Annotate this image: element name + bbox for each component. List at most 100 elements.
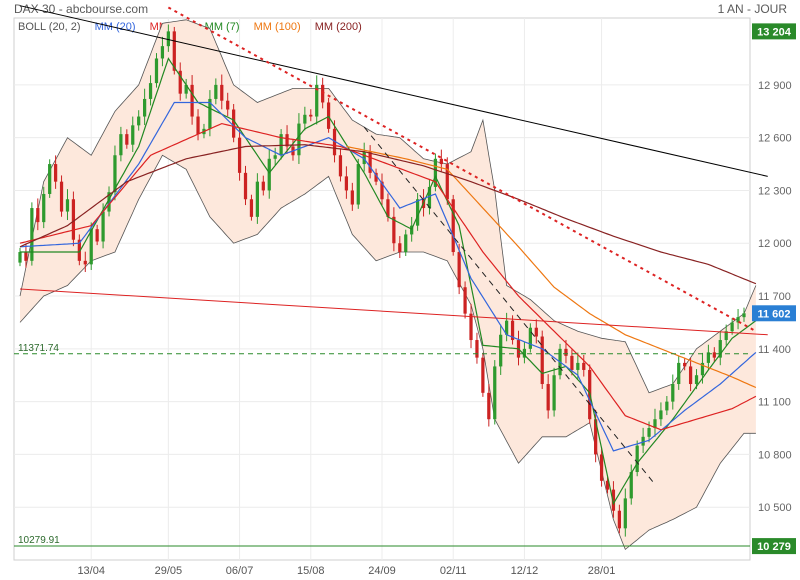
- candle: [30, 202, 34, 266]
- y-tick-label: 12 600: [758, 133, 792, 145]
- candle: [706, 344, 711, 370]
- candle-body: [326, 102, 331, 129]
- x-tick-label: 28/01: [588, 565, 616, 577]
- candle-body: [30, 208, 34, 261]
- candle-body: [742, 313, 746, 318]
- candle: [534, 319, 538, 344]
- candle: [392, 207, 396, 252]
- candle-body: [469, 313, 473, 341]
- candle: [522, 341, 527, 364]
- candle: [736, 309, 740, 330]
- candle-body: [481, 357, 485, 393]
- candle-body: [42, 193, 46, 223]
- y-tick-label: 12 000: [758, 238, 792, 250]
- y-tick-label: 11 400: [758, 344, 791, 356]
- candle-body: [534, 327, 538, 337]
- candle-body: [665, 401, 669, 411]
- reference-line-label: 11371.74: [18, 343, 59, 354]
- candle-body: [77, 239, 81, 261]
- candle: [83, 251, 87, 273]
- candle: [481, 352, 485, 397]
- candle-body: [653, 419, 657, 429]
- candle: [143, 88, 147, 126]
- candle: [463, 281, 467, 319]
- candle-body: [540, 336, 544, 385]
- reference-line-label: 10279.91: [18, 535, 60, 546]
- candle-body: [362, 151, 366, 165]
- candlesticks: [18, 24, 746, 537]
- candle: [499, 324, 503, 375]
- candle: [641, 427, 645, 454]
- candle: [683, 358, 687, 371]
- candle: [148, 75, 153, 106]
- candle-body: [178, 70, 182, 94]
- price-tags: 13 204 11 602 10 279: [752, 23, 796, 555]
- candle: [166, 24, 170, 52]
- y-tick-label: 11 100: [758, 397, 791, 409]
- candle: [528, 323, 532, 353]
- candle-body: [398, 243, 402, 253]
- candle-body: [107, 192, 111, 212]
- candle: [665, 396, 669, 416]
- y-tick-label: 10 800: [758, 449, 792, 461]
- candle: [95, 224, 99, 246]
- candle-body: [119, 134, 123, 156]
- candle-body: [267, 158, 271, 191]
- candle: [451, 194, 455, 256]
- candle: [677, 355, 681, 390]
- candle: [380, 173, 384, 207]
- candle-body: [724, 331, 728, 341]
- candle-body: [688, 366, 693, 385]
- candle-body: [380, 181, 384, 200]
- candle: [261, 175, 265, 196]
- candle-body: [659, 410, 663, 420]
- bollinger-band: [19, 19, 757, 551]
- candle-body: [582, 362, 586, 370]
- candle-body: [65, 199, 70, 212]
- candle-body: [552, 375, 556, 411]
- candle-body: [190, 84, 194, 117]
- candle-body: [493, 366, 497, 420]
- candle-body: [415, 199, 420, 226]
- x-tick-label: 15/08: [297, 565, 325, 577]
- candle: [362, 142, 366, 172]
- candle-body: [249, 199, 254, 217]
- candle: [653, 408, 657, 437]
- candle: [77, 234, 81, 266]
- candle: [415, 193, 420, 231]
- candle: [617, 504, 621, 534]
- candle: [285, 125, 289, 154]
- candle: [65, 189, 70, 221]
- candle: [119, 126, 123, 162]
- candle-body: [95, 229, 99, 242]
- y-tick-label: 12 900: [758, 80, 792, 92]
- candle-body: [125, 134, 129, 145]
- bollinger-fill: [20, 19, 756, 550]
- candle: [688, 357, 693, 392]
- candle-body: [386, 199, 390, 217]
- candle: [659, 402, 663, 426]
- candle-body: [463, 287, 467, 314]
- trendline-red_support: [19, 288, 768, 336]
- candle-body: [451, 199, 455, 253]
- candle: [255, 173, 259, 224]
- candle-body: [546, 384, 550, 411]
- y-tick-label: 10 500: [758, 502, 792, 514]
- candle: [629, 464, 633, 505]
- candle: [724, 324, 728, 346]
- candle: [196, 109, 200, 141]
- candle: [214, 78, 218, 105]
- candle: [154, 53, 159, 88]
- candle-body: [309, 114, 313, 117]
- candle: [220, 74, 224, 110]
- last-price-tag: 11 602: [757, 308, 790, 320]
- candle-body: [143, 98, 147, 117]
- bollinger-lower: [19, 154, 756, 551]
- candle: [326, 97, 331, 133]
- x-tick-label: 12/12: [511, 565, 539, 577]
- candle-body: [445, 164, 449, 200]
- candle: [279, 129, 283, 160]
- candle-body: [285, 134, 289, 147]
- candle-body: [374, 172, 378, 182]
- candle: [178, 62, 182, 101]
